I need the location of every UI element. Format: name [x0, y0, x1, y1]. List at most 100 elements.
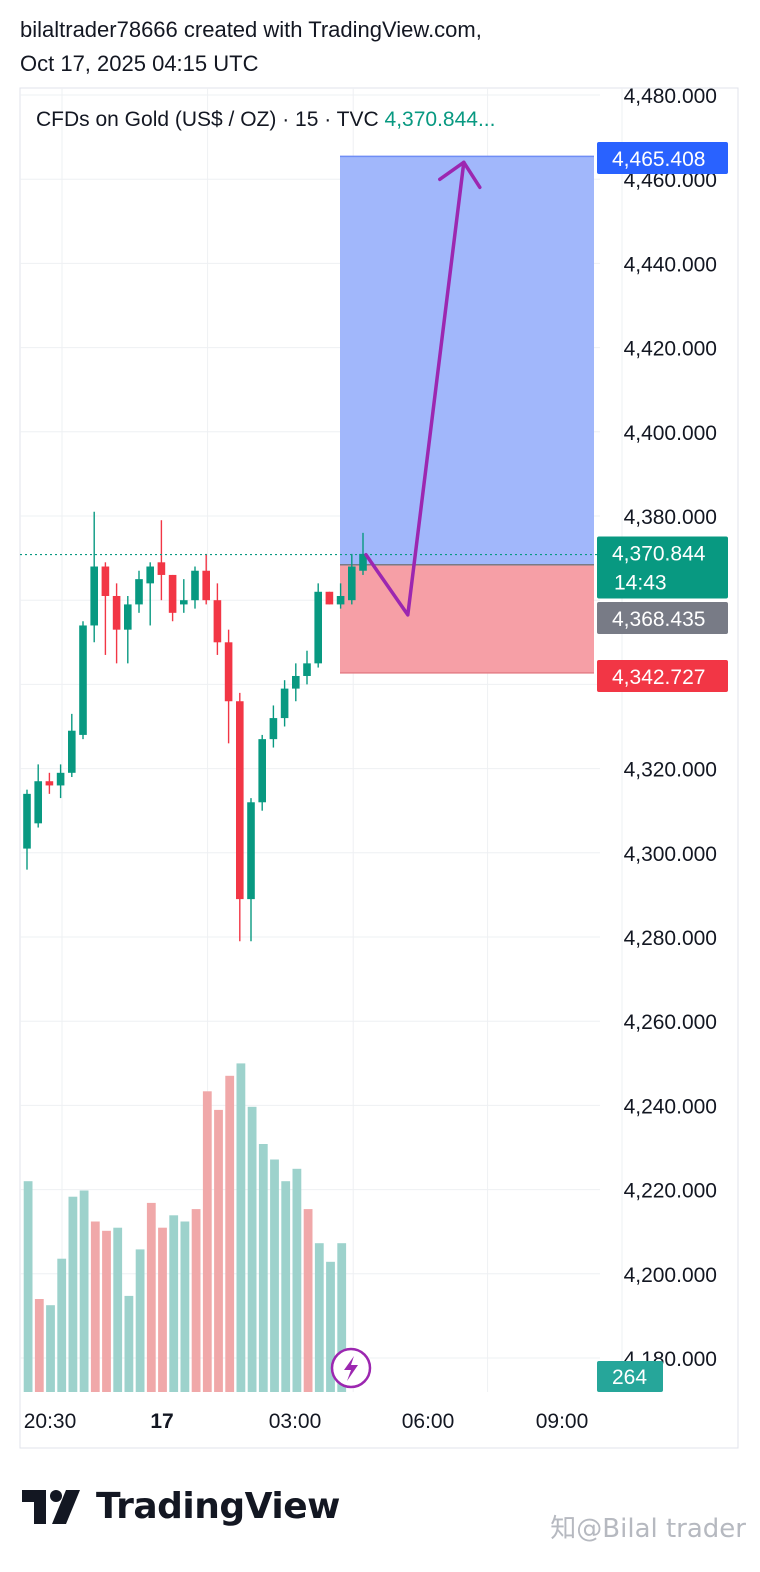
chart-frame — [19, 87, 739, 1449]
candlesticks — [23, 511, 367, 942]
symbol-legend[interactable]: CFDs on Gold (US$ / OZ) · 15 · TVC 4,370… — [36, 108, 495, 131]
candle-body — [303, 663, 311, 676]
candle-body — [101, 566, 110, 596]
candle-body — [168, 574, 177, 613]
candle-body — [157, 562, 166, 575]
volume-bars — [23, 1063, 347, 1392]
y-tick-label: 4,260.000 — [624, 1011, 717, 1034]
y-tick-label: 4,420.000 — [624, 338, 717, 361]
x-tick-label: 06:00 — [402, 1410, 455, 1433]
long-position-tool[interactable] — [340, 155, 594, 674]
volume-bar — [225, 1075, 235, 1392]
tradingview-logo[interactable]: TradingView — [22, 1486, 340, 1527]
candle-body — [314, 591, 322, 664]
y-tick-label: 4,320.000 — [624, 759, 717, 782]
price-label-target — [597, 142, 728, 174]
brand-name: TradingView — [96, 1486, 340, 1527]
volume-bar — [135, 1249, 145, 1392]
price-chart[interactable]: 4,480.000 4,460.000 4,440.000 4,420.000 4,40… — [0, 0, 760, 1460]
time-axis[interactable]: 20:30 17 03:00 06:00 09:00 — [24, 1410, 589, 1433]
volume-bar — [113, 1227, 123, 1392]
candle-body — [224, 642, 233, 702]
volume-bar — [146, 1202, 156, 1392]
price-labels: 4,465.408 4,370.844 14:43 4,368.435 4,342.72… — [597, 142, 728, 1392]
x-tick-label: 03:00 — [269, 1410, 322, 1433]
y-tick-label: 4,240.000 — [624, 1095, 717, 1118]
volume-label-text: 264 — [612, 1366, 647, 1389]
y-tick-label: 4,220.000 — [624, 1180, 717, 1203]
volume-bar — [258, 1144, 268, 1392]
volume-bar — [247, 1106, 257, 1392]
price-label-last — [597, 536, 728, 599]
y-tick-label: 4,480.000 — [624, 85, 717, 108]
candle-body — [191, 570, 199, 601]
candle-body — [269, 718, 278, 740]
candle-body — [236, 701, 244, 900]
volume-bar — [314, 1243, 324, 1392]
candle-body — [23, 793, 31, 849]
legend-last-price: 4,370.844... — [385, 108, 496, 131]
lightning-glyph — [344, 1356, 358, 1381]
volume-bar — [236, 1063, 246, 1392]
candle-body — [68, 730, 76, 773]
y-tick-label: 4,400.000 — [624, 422, 717, 445]
y-tick-label: 4,200.000 — [624, 1264, 717, 1287]
candle-body — [336, 595, 345, 605]
price-label-entry — [597, 602, 728, 634]
volume-label — [597, 1361, 663, 1392]
candle-body — [56, 772, 65, 786]
volume-bar — [270, 1159, 279, 1392]
candle-body — [292, 675, 300, 689]
price-label-text: 4,370.844 — [612, 543, 706, 566]
overlays — [20, 160, 600, 617]
volume-bar — [79, 1190, 89, 1392]
candle-body — [325, 591, 334, 605]
candle-body — [348, 566, 356, 601]
x-tick-label: 09:00 — [536, 1410, 589, 1433]
watermark: 知@Bilal trader — [550, 1514, 746, 1544]
price-label-text: 4,342.727 — [612, 666, 705, 689]
target-zone[interactable] — [340, 156, 594, 565]
candle-body — [202, 570, 210, 601]
price-label-text: 4,465.408 — [612, 148, 705, 171]
arrow-head — [438, 160, 482, 190]
countdown-text: 14:43 — [614, 572, 667, 595]
candle-body — [45, 781, 54, 786]
volume-bar — [326, 1261, 335, 1392]
y-tick-label: 4,300.000 — [624, 843, 717, 866]
chart-author-line: bilaltrader78666 created with TradingVie… — [20, 17, 482, 42]
volume-bar — [169, 1215, 179, 1392]
candle-body — [180, 600, 188, 605]
price-axis[interactable]: 4,480.000 4,460.000 4,440.000 4,420.000 4,40… — [624, 85, 717, 1371]
candle-body — [135, 579, 143, 605]
price-label-text: 4,368.435 — [612, 608, 705, 631]
volume-bar — [158, 1227, 167, 1392]
volume-bar — [191, 1209, 201, 1392]
volume-bar — [281, 1181, 291, 1392]
y-tick-label: 4,440.000 — [624, 253, 717, 276]
price-label-stop — [597, 660, 728, 692]
tv-logo-icon — [22, 1489, 80, 1524]
volume-bar — [180, 1221, 190, 1392]
candle-body — [359, 553, 367, 571]
volume-bar — [23, 1181, 33, 1392]
y-tick-label: 4,380.000 — [624, 506, 717, 529]
stop-zone[interactable] — [340, 564, 594, 673]
candle-body — [213, 600, 222, 643]
candle-body — [34, 781, 42, 824]
x-tick-label: 17 — [150, 1410, 173, 1433]
chart-timestamp: Oct 17, 2025 04:15 UTC — [20, 51, 259, 76]
volume-bar — [68, 1196, 78, 1392]
volume-bar — [292, 1168, 302, 1392]
volume-bar — [46, 1305, 55, 1392]
candle-body — [258, 739, 266, 803]
symbol-name: CFDs on Gold (US$ / OZ) · 15 · TVC — [36, 108, 385, 131]
volume-bar — [102, 1230, 111, 1392]
lightning-icon[interactable] — [330, 1347, 372, 1389]
volume-bar — [124, 1295, 134, 1392]
candle-body — [112, 595, 121, 630]
volume-bar — [57, 1258, 67, 1392]
candle-body — [124, 604, 132, 630]
volume-bar — [337, 1243, 347, 1392]
volume-bar — [303, 1209, 313, 1392]
